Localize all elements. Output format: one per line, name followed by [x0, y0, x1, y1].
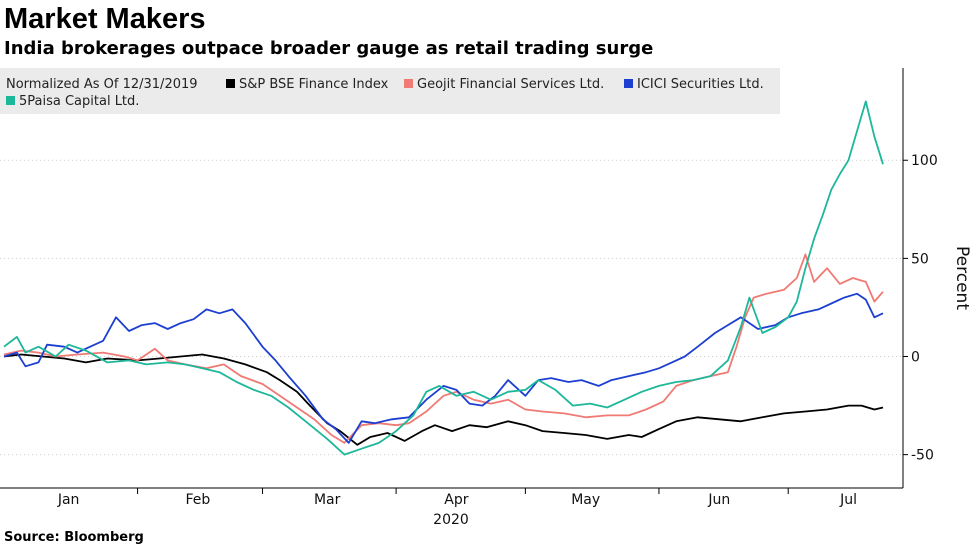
- legend: Normalized As Of 12/31/2019 S&P BSE Fina…: [0, 68, 780, 114]
- x-tick-label: May: [571, 492, 600, 508]
- legend-background: [0, 68, 780, 114]
- series-line-s-p-bse-finance-index: [3, 353, 884, 446]
- x-tick-label: Apr: [444, 492, 468, 508]
- x-tick-label: Jul: [839, 492, 857, 508]
- gridlines: [0, 159, 903, 456]
- series-line-geojit-financial-services-ltd: [3, 253, 884, 444]
- x-ticks: Jan Feb Mar Apr May Jun Jul: [57, 488, 857, 508]
- x-tick-label: Feb: [185, 492, 210, 508]
- y-ticks: 100 50 0 -50: [903, 153, 938, 464]
- source-note: Source: Bloomberg: [4, 530, 144, 545]
- y-axis-label: Percent: [952, 246, 972, 310]
- chart-subtitle: India brokerages outpace broader gauge a…: [4, 38, 654, 59]
- series-line-5paisa-capital-ltd: [3, 100, 884, 456]
- legend-swatch-icici-securities-ltd: [624, 79, 633, 88]
- legend-label-5paisa-capital-ltd: 5Paisa Capital Ltd.: [19, 94, 139, 109]
- x-tick-label: Jun: [707, 492, 730, 508]
- x-tick-label: Jan: [57, 492, 80, 508]
- x-year-label: 2020: [433, 512, 469, 528]
- legend-swatch-s-p-bse-finance-index: [226, 79, 235, 88]
- legend-title: Normalized As Of 12/31/2019: [6, 77, 198, 92]
- y-tick-label: 100: [911, 153, 938, 169]
- legend-swatch-5paisa-capital-ltd: [6, 96, 15, 105]
- series-line-icici-securities-ltd: [3, 292, 884, 444]
- y-tick-label: 50: [911, 251, 929, 267]
- chart-title: Market Makers: [4, 3, 206, 35]
- legend-label-geojit-financial-services-ltd: Geojit Financial Services Ltd.: [417, 77, 604, 92]
- legend-label-icici-securities-ltd: ICICI Securities Ltd.: [637, 77, 764, 92]
- axes: [0, 68, 904, 489]
- legend-label-s-p-bse-finance-index: S&P BSE Finance Index: [239, 77, 389, 92]
- series-layer: [3, 100, 884, 456]
- x-tick-label: Mar: [314, 492, 341, 508]
- y-tick-label: 0: [911, 350, 920, 366]
- legend-swatch-geojit-financial-services-ltd: [404, 79, 413, 88]
- y-tick-label: -50: [911, 448, 934, 464]
